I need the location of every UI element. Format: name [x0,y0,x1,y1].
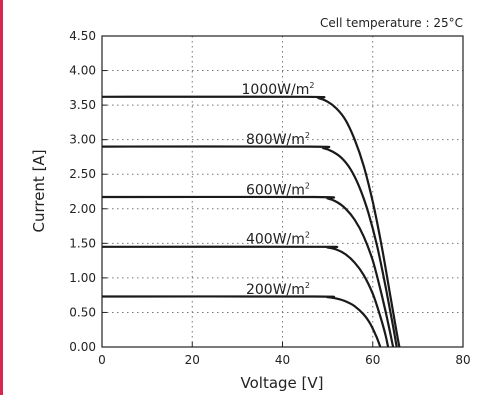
y-tick-label: 1.00 [69,271,96,285]
y-tick-label: 4.50 [69,29,96,43]
x-tick-label: 80 [455,353,470,367]
y-tick-label: 3.50 [69,98,96,112]
axes: 0.00 0.50 1.00 1.50 2.00 2.50 3.00 3.50 4.00 4.50… [69,29,470,367]
y-tick-label: 0.00 [69,340,96,354]
y-tick-label: 2.00 [69,202,96,216]
cell-temperature-annotation: Cell temperature : 25°C [320,16,463,30]
series-label: 1000W/m2 [242,81,315,98]
series-line [101,145,398,348]
x-axis-label: Voltage [V] [241,374,324,392]
series-label: 200W/m2 [246,281,310,298]
x-tick-label: 40 [275,353,290,367]
y-tick-label: 3.00 [69,133,96,147]
series-line [101,295,382,348]
series-line [101,195,395,348]
y-tick-label: 0.50 [69,305,96,319]
grid [102,36,463,347]
series-label: 600W/m2 [246,181,310,198]
series-line [101,245,390,348]
y-tick-label: 4.00 [69,64,96,78]
x-tick-label: 60 [365,353,380,367]
x-tick-label: 20 [185,353,200,367]
series-labels: 1000W/m2 800W/m2 600W/m2 400W/m2 200W/m2 [242,81,315,298]
series [101,95,401,348]
series-line [101,95,401,348]
y-tick-label: 1.50 [69,236,96,250]
series-label: 400W/m2 [246,230,310,247]
y-tick-label: 2.50 [69,167,96,181]
x-tick-label: 0 [98,353,106,367]
accent-bar [0,0,3,395]
series-label: 800W/m2 [246,131,310,148]
y-axis-label: Current [A] [30,149,48,232]
